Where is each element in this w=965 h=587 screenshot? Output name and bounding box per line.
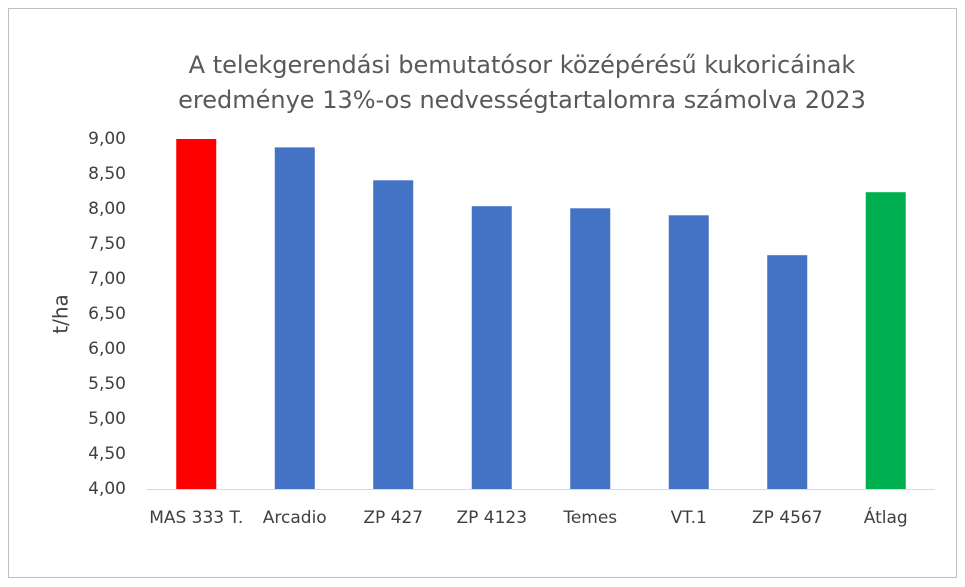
bar: [274, 147, 315, 489]
x-tick-label: Átlag: [863, 508, 908, 528]
x-tick-label: ZP 4123: [456, 508, 528, 528]
x-tick-label: ZP 427: [363, 508, 424, 528]
bar: [865, 192, 906, 489]
y-axis-label: t/ha: [49, 294, 73, 334]
chart-title: A telekgerendási bemutatósor középérésű …: [178, 51, 866, 114]
bar: [471, 206, 512, 489]
y-tick-label: 7,00: [88, 269, 126, 289]
y-tick-label: 8,50: [88, 164, 126, 184]
x-tick-label: MAS 333 T.: [149, 508, 244, 528]
y-tick-label: 5,50: [88, 374, 126, 394]
bar: [176, 139, 217, 489]
x-tick-label: Temes: [563, 508, 618, 528]
x-tick-label: ZP 4567: [751, 508, 823, 528]
bar: [373, 180, 414, 490]
x-tick-label: VT.1: [670, 508, 707, 528]
y-tick-label: 4,50: [88, 444, 126, 464]
y-tick-label: 6,00: [88, 339, 126, 359]
y-tick-label: 4,00: [88, 479, 126, 499]
y-tick-label: 5,00: [88, 409, 126, 429]
bar: [668, 215, 709, 490]
y-tick-label: 6,50: [88, 304, 126, 324]
bar: [570, 208, 611, 490]
y-tick-label: 9,00: [88, 129, 126, 149]
y-tick-label: 8,00: [88, 199, 126, 219]
x-tick-label: Arcadio: [262, 508, 327, 528]
bar: [767, 255, 808, 489]
y-tick-label: 7,50: [88, 234, 126, 254]
